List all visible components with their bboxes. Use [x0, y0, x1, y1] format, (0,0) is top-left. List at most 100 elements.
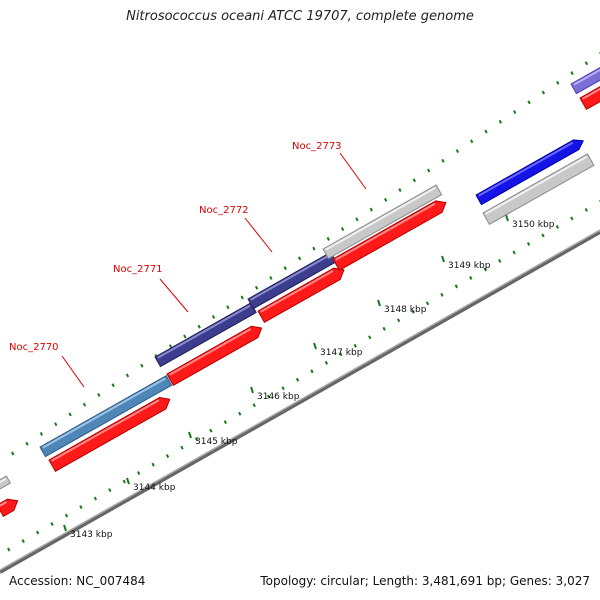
gene-leader-line — [61, 355, 85, 388]
outer-tick — [355, 217, 359, 222]
outer-tick — [68, 412, 72, 417]
scale-tick — [180, 445, 184, 450]
feature-outer-blue — [475, 139, 584, 206]
outer-tick — [484, 129, 488, 134]
outer-tick — [513, 110, 517, 114]
scale-tick — [165, 454, 170, 459]
backbone-highlight — [0, 229, 600, 571]
scale-tick — [310, 369, 314, 374]
scale-tick — [35, 530, 40, 535]
feature-Noc_2770-highlight — [42, 377, 166, 449]
feature-inner-gray — [482, 153, 595, 225]
gene-label: Noc_2770 — [9, 342, 59, 353]
feature-inner-red-highlight — [0, 500, 8, 507]
gene-leader-line — [244, 217, 273, 253]
scale-major-tick — [313, 342, 317, 350]
scale-tick — [368, 335, 372, 340]
scale-tick — [108, 488, 112, 493]
scale-major-tick — [126, 477, 130, 485]
gene-label: Noc_2772 — [199, 205, 249, 216]
backbone-line — [0, 230, 600, 574]
feature-inner-red-highlight — [335, 202, 436, 261]
scale-tick — [584, 208, 588, 212]
scale-tick — [526, 241, 531, 246]
scale-tick — [339, 352, 343, 357]
scale-major-tick — [377, 299, 381, 307]
outer-tick — [254, 285, 259, 290]
outer-tick — [111, 383, 115, 388]
outer-tick — [369, 207, 373, 212]
gene-leader-line — [339, 152, 367, 190]
outer-tick — [470, 139, 474, 144]
feature-inner-red-highlight — [51, 399, 160, 462]
feature-inner-red-highlight — [260, 270, 334, 313]
scale-label: 3145 kbp — [195, 437, 238, 447]
scale-major-tick — [441, 255, 445, 263]
outer-tick — [54, 422, 58, 427]
feature-inner-red-highlight — [169, 328, 252, 376]
gene-label: Noc_2771 — [113, 264, 163, 275]
feature-Noc_2773 — [322, 184, 443, 260]
label-layer: 3143 kbp 3144 kbp 3145 kbp 3146 kbp 3147 kbp… — [9, 141, 555, 540]
scale-tick — [122, 479, 126, 484]
scale-tick — [21, 539, 25, 543]
scale-tick — [396, 318, 401, 323]
outer-tick — [140, 363, 144, 368]
scale-tick — [223, 420, 227, 425]
feature-layer — [0, 67, 600, 517]
outer-tick — [427, 168, 431, 173]
scale-tick — [93, 496, 98, 501]
scale-tick — [555, 225, 560, 229]
scale-label: 3144 kbp — [133, 483, 176, 493]
scale-tick — [469, 275, 473, 280]
scale-tick — [281, 386, 285, 391]
feature-inner-gray-highlight — [485, 155, 588, 215]
scale-tick — [79, 505, 83, 510]
map-title: Nitrosococcus oceani ATCC 19707, complet… — [126, 9, 474, 24]
feature-inner-red-highlight — [582, 87, 600, 100]
scale-tick — [498, 258, 502, 263]
tick-marks — [7, 52, 600, 552]
outer-tick — [168, 344, 173, 349]
scale-tick — [454, 284, 459, 289]
scale-tick — [137, 471, 141, 476]
scale-label: 3148 kbp — [384, 305, 427, 315]
outer-tick — [527, 100, 531, 105]
scale-tick — [64, 513, 69, 518]
outer-tick — [125, 373, 130, 378]
feature-Noc_2771 — [154, 302, 257, 368]
feature-inner-gray-edge — [0, 475, 12, 490]
scale-tick — [382, 326, 386, 331]
scale-tick — [324, 360, 329, 365]
outer-tick — [312, 246, 316, 251]
scale-tick — [252, 403, 256, 408]
outer-tick — [11, 451, 15, 456]
scale-label: 3150 kbp — [512, 220, 555, 230]
outer-tick — [82, 402, 87, 407]
outer-tick — [556, 80, 560, 85]
outer-tick — [39, 432, 44, 436]
feature-Noc_2772-highlight — [250, 254, 331, 301]
outer-tick — [25, 441, 29, 446]
outer-tick — [297, 256, 302, 261]
scale-tick — [50, 522, 54, 526]
scale-tick — [570, 216, 574, 221]
backbone-layer — [0, 229, 600, 574]
scale-tick — [411, 309, 415, 314]
scale-label: 3146 kbp — [257, 392, 300, 402]
scale-major-tick — [505, 214, 509, 222]
scale-label: 3149 kbp — [448, 261, 491, 271]
scale-tick — [425, 301, 430, 306]
scale-tick — [353, 343, 357, 348]
outer-tick — [226, 305, 230, 310]
outer-tick — [455, 149, 459, 154]
feature-inner-red — [332, 200, 447, 271]
feature-inner-red — [48, 397, 171, 472]
outer-tick — [498, 119, 503, 124]
outer-tick — [211, 314, 216, 319]
scale-tick — [541, 233, 545, 238]
scale-tick — [7, 547, 11, 552]
feature-inner-red — [166, 325, 263, 386]
scale-major-tick — [63, 524, 67, 532]
